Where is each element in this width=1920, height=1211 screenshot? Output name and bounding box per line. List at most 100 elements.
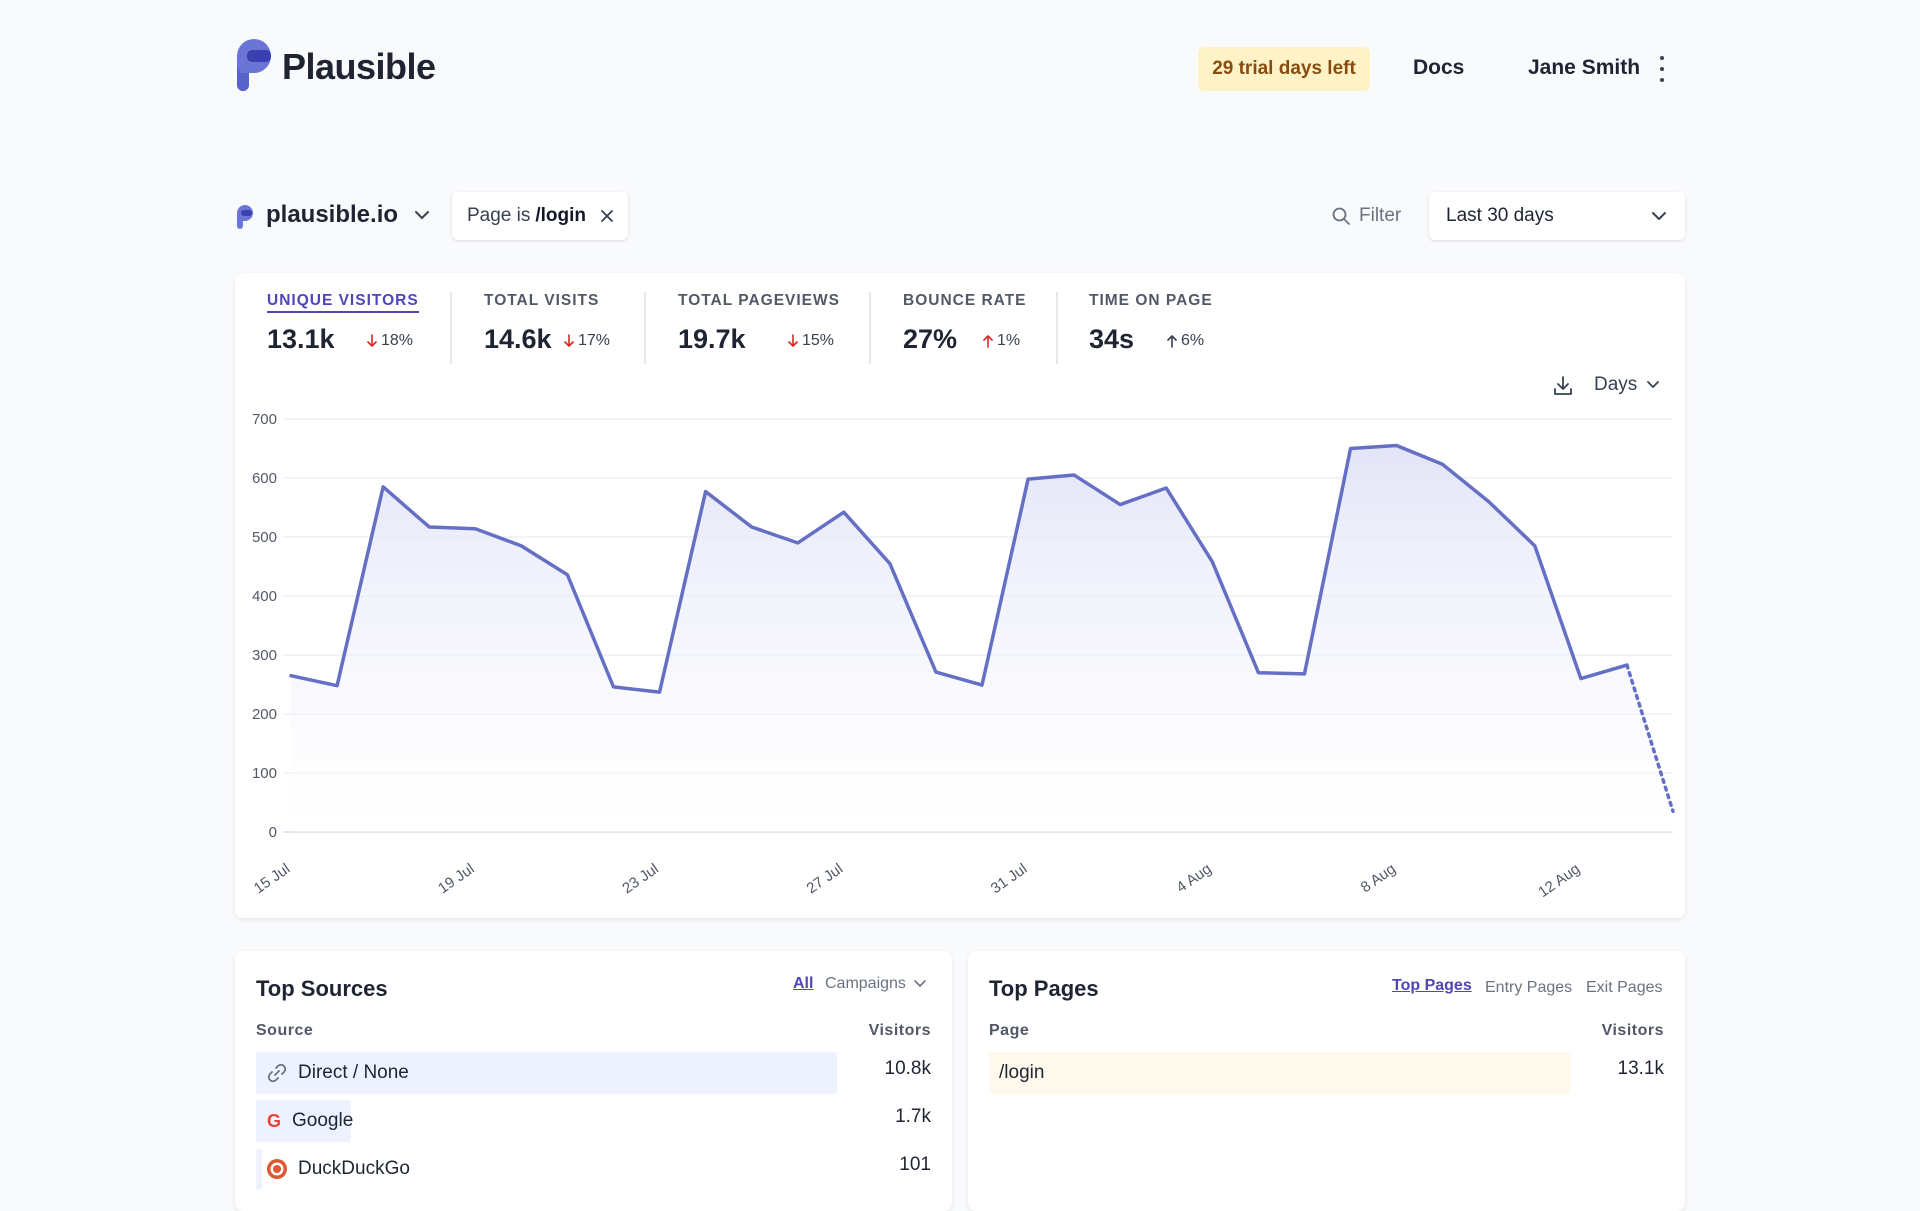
source-bar	[256, 1052, 837, 1094]
metric-change: 17%	[564, 332, 610, 350]
metric-value: 19.7k	[678, 324, 746, 354]
chevron-down-icon[interactable]	[414, 209, 430, 221]
data-point	[517, 542, 525, 550]
metric-time-on-page[interactable]: TIME ON PAGE 34s 6%	[1089, 292, 1213, 354]
page-path: /login	[999, 1062, 1045, 1083]
arrow-up-icon	[983, 335, 993, 348]
source-name: Direct / None	[298, 1062, 409, 1083]
column-header-visitors: Visitors	[868, 1022, 931, 1039]
data-point	[702, 488, 710, 496]
google-icon: G	[266, 1110, 281, 1131]
y-tick-label: 500	[252, 529, 277, 546]
data-point	[471, 525, 479, 533]
source-visitors: 10.8k	[884, 1058, 931, 1079]
x-tick-label: 12 Aug	[1535, 860, 1583, 900]
data-point	[609, 683, 617, 691]
x-tick-label: 15 Jul	[251, 860, 294, 897]
metric-total-visits[interactable]: TOTAL VISITS 14.6k 17%	[484, 292, 610, 354]
data-point	[1300, 670, 1308, 678]
metric-value: 13.1k	[267, 324, 335, 354]
filter-button[interactable]: Filter	[1331, 203, 1401, 229]
interval-value: Days	[1594, 374, 1638, 395]
close-icon[interactable]	[600, 209, 614, 223]
metric-label: UNIQUE VISITORS	[267, 292, 419, 313]
column-header-page: Page	[989, 1022, 1030, 1039]
metric-change-value: 15%	[802, 332, 835, 349]
metric-bounce-rate[interactable]: BOUNCE RATE 27% 1%	[903, 292, 1027, 354]
data-point	[379, 483, 387, 491]
arrow-down-icon	[367, 334, 377, 347]
metric-total-pageviews[interactable]: TOTAL PAGEVIEWS 19.7k 15%	[678, 292, 840, 354]
user-menu-button[interactable]: Jane Smith	[1528, 56, 1641, 79]
series-area	[291, 445, 1673, 832]
metric-label: TOTAL VISITS	[484, 292, 600, 309]
metric-change-value: 6%	[1181, 332, 1205, 349]
download-icon[interactable]	[1552, 375, 1574, 397]
active-filter-chip[interactable]: Page is /login	[452, 192, 628, 240]
y-tick-label: 100	[252, 765, 277, 782]
arrow-down-icon	[564, 334, 574, 347]
y-tick-label: 600	[252, 470, 277, 487]
data-point	[1024, 475, 1032, 483]
data-point	[1254, 669, 1262, 677]
tab-top-pages[interactable]: Top Pages	[1392, 977, 1472, 994]
data-point	[1531, 542, 1539, 550]
interval-select[interactable]: Days	[1594, 374, 1660, 396]
brand-name[interactable]: Plausible	[282, 46, 436, 87]
metric-label: TIME ON PAGE	[1089, 292, 1213, 309]
tab-campaigns-label: Campaigns	[825, 975, 906, 992]
tab-all[interactable]: All	[793, 975, 814, 992]
tab-campaigns[interactable]: Campaigns	[825, 975, 926, 993]
metric-value: 34s	[1089, 324, 1135, 354]
list-item[interactable]: Direct / None	[266, 1062, 409, 1084]
top-pages-card: Top Pages Top Pages Entry Pages Exit Pag…	[968, 951, 1685, 1211]
list-item[interactable]: /login	[999, 1062, 1044, 1084]
metric-value: 27%	[903, 324, 958, 354]
data-point	[1393, 442, 1401, 450]
metric-divider	[450, 292, 452, 364]
metric-unique-visitors[interactable]: UNIQUE VISITORS 13.1k 18%	[267, 292, 419, 354]
data-point	[1439, 460, 1447, 468]
metric-divider	[644, 292, 646, 364]
metric-change: 18%	[367, 332, 413, 350]
data-point	[794, 539, 802, 547]
page-visitors: 13.1k	[1617, 1058, 1664, 1079]
x-tick-label: 19 Jul	[435, 860, 478, 897]
series-line	[289, 443, 1629, 694]
metric-change-value: 17%	[578, 332, 611, 349]
data-point	[287, 672, 295, 680]
chevron-down-icon	[1652, 212, 1666, 220]
metric-divider	[869, 292, 871, 364]
data-point	[1070, 471, 1078, 479]
trial-days-badge[interactable]: 29 trial days left	[1198, 47, 1370, 91]
y-tick-label: 700	[252, 411, 277, 428]
visitors-chart[interactable]: 0 100 200 300 400 500 600 700 15 Jul 19 Jul 23 Jul…	[235, 400, 1685, 900]
data-point	[333, 682, 341, 690]
search-icon	[1332, 207, 1350, 225]
metric-change: 6%	[1167, 332, 1204, 350]
site-switcher[interactable]: plausible.io	[266, 201, 399, 228]
series-line-incomplete	[1625, 663, 1675, 814]
data-point	[425, 523, 433, 531]
more-options-icon[interactable]	[1656, 56, 1668, 82]
date-range-value: Last 30 days	[1446, 205, 1554, 226]
data-point	[1347, 445, 1355, 453]
plausible-logo-icon[interactable]	[233, 36, 275, 92]
docs-link[interactable]: Docs	[1413, 56, 1465, 79]
column-header-visitors: Visitors	[1601, 1022, 1664, 1039]
tab-exit-pages[interactable]: Exit Pages	[1586, 979, 1663, 996]
filter-chip-value: /login	[535, 205, 587, 226]
list-item[interactable]: DuckDuckGo	[266, 1158, 410, 1180]
source-name: DuckDuckGo	[298, 1158, 410, 1179]
metric-change: 1%	[983, 332, 1020, 350]
page-bar	[989, 1052, 1570, 1094]
data-point	[1577, 675, 1585, 683]
source-visitors: 1.7k	[895, 1106, 931, 1127]
tab-entry-pages[interactable]: Entry Pages	[1485, 979, 1573, 996]
date-range-select[interactable]: Last 30 days	[1429, 192, 1685, 240]
x-tick-label: 31 Jul	[988, 860, 1031, 897]
list-item[interactable]: G Google	[266, 1110, 353, 1132]
card-title: Top Pages	[989, 976, 1099, 1001]
arrow-down-icon	[788, 334, 798, 347]
data-point	[1116, 501, 1124, 509]
